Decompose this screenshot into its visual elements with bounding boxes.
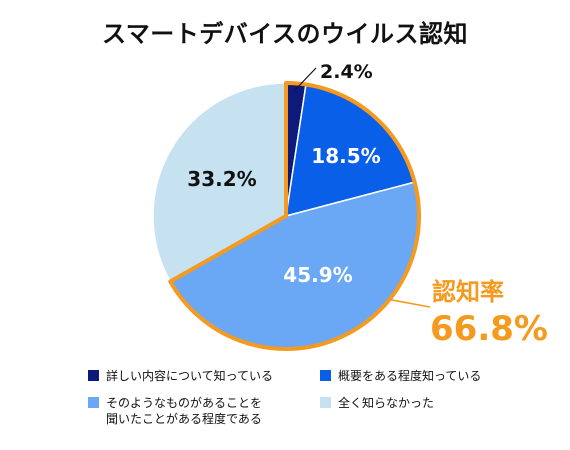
- pie-slices: [152, 82, 420, 350]
- annotation-label: 認知率: [432, 278, 504, 306]
- legend-swatch: [88, 397, 99, 408]
- legend-swatch: [320, 397, 331, 408]
- annotation-value: 66.8%: [430, 309, 548, 349]
- awareness-outline: [168, 81, 421, 351]
- legend-label: そのようなものがあることを 聞いたことがある程度である: [106, 396, 263, 426]
- pie-slice: [152, 82, 287, 283]
- slice-value-label: 45.9%: [283, 263, 352, 287]
- pie-value-labels: 2.4% 18.5% 45.9% 33.2%: [187, 61, 380, 287]
- legend: 詳しい内容について知っている 概要をある程度知っている そのようなものがあること…: [88, 368, 528, 427]
- awareness-annotation: 認知率 66.8%: [389, 278, 548, 349]
- annotation-connector: [389, 298, 431, 308]
- legend-item: 全く知らなかった: [320, 395, 528, 427]
- legend-swatch: [320, 370, 331, 381]
- leader-line: [295, 67, 317, 90]
- legend-item: 詳しい内容について知っている: [88, 368, 320, 384]
- slice-value-label: 2.4%: [320, 61, 373, 83]
- slice-value-label: 33.2%: [187, 167, 256, 191]
- legend-label: 概要をある程度知っている: [338, 369, 482, 383]
- legend-item: そのようなものがあることを 聞いたことがある程度である: [88, 395, 320, 427]
- legend-label: 全く知らなかった: [338, 396, 435, 410]
- legend-item: 概要をある程度知っている: [320, 368, 528, 384]
- awareness-highlight: [168, 81, 421, 351]
- chart-title: スマートデバイスのウイルス認知: [101, 20, 469, 48]
- legend-label: 詳しい内容について知っている: [106, 369, 274, 383]
- legend-swatch: [88, 370, 99, 381]
- slice-value-label: 18.5%: [311, 144, 380, 168]
